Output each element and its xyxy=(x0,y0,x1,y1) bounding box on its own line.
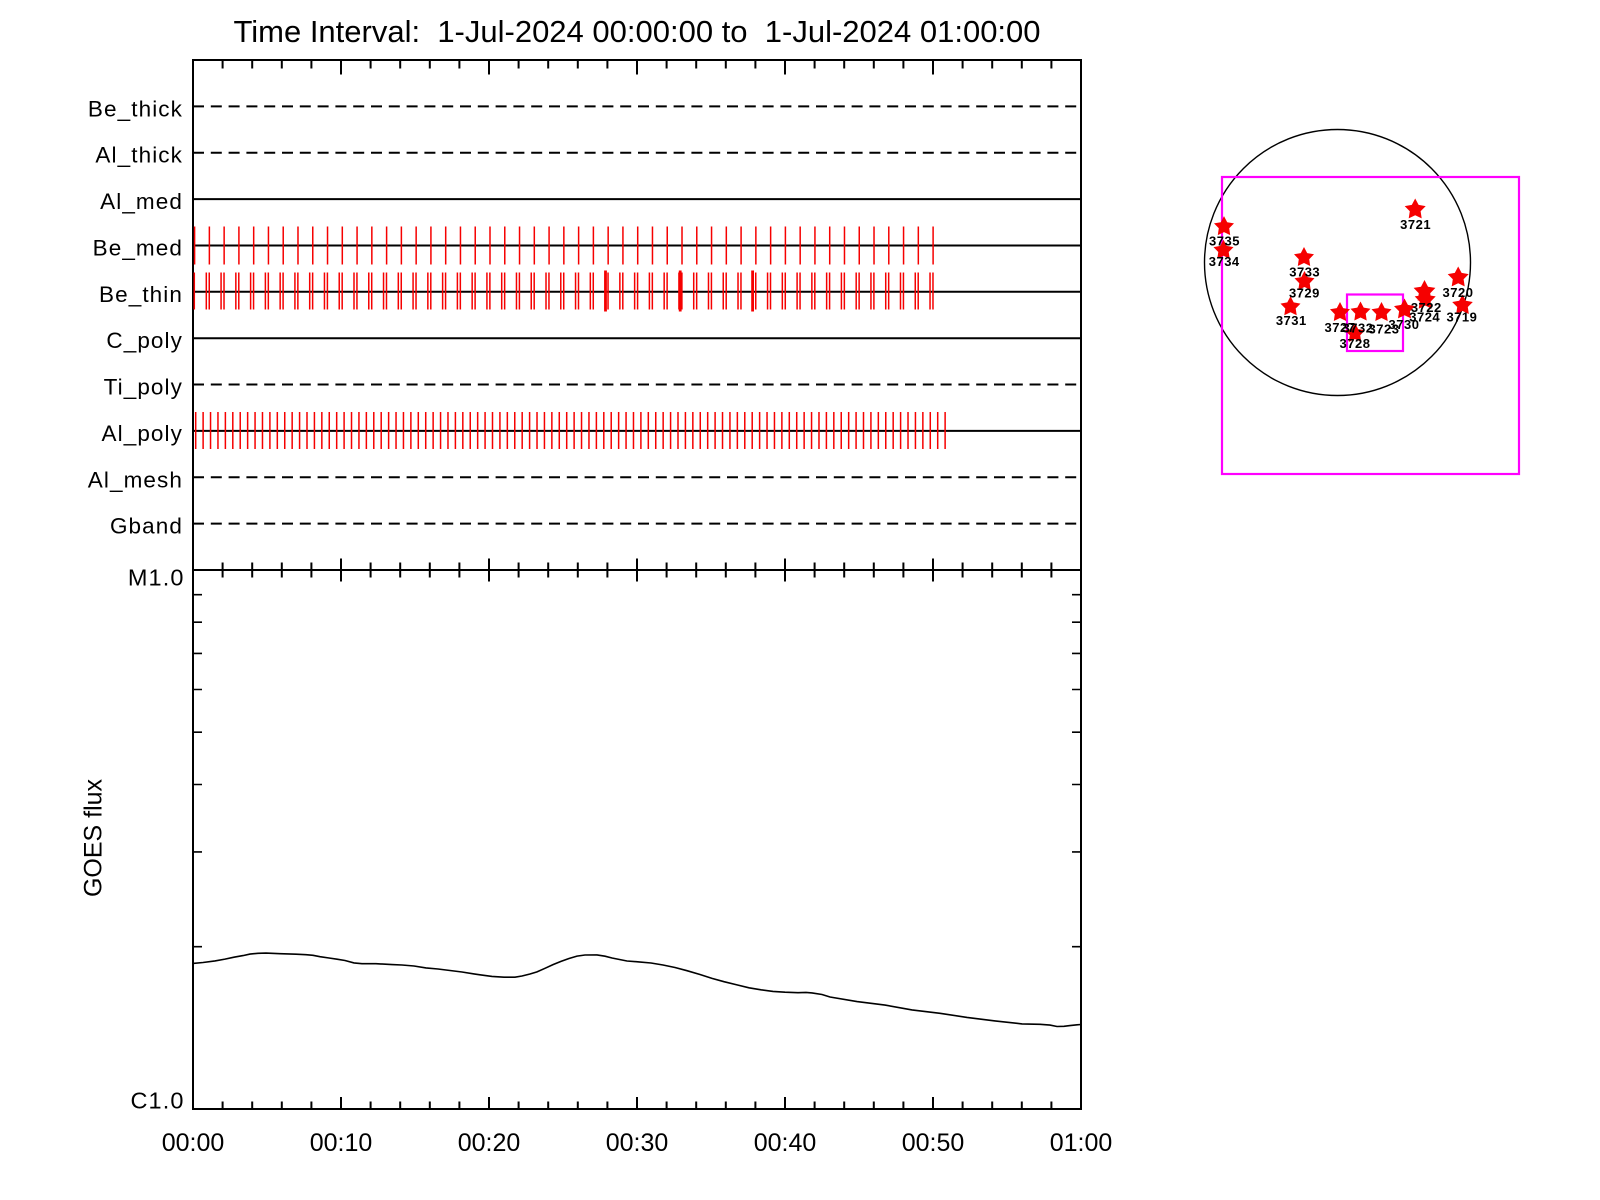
svg-text:3723: 3723 xyxy=(1369,322,1400,337)
svg-text:3722: 3722 xyxy=(1411,300,1442,315)
svg-text:3734: 3734 xyxy=(1209,254,1240,269)
svg-text:Time Interval: 1-Jul-2024 00:: Time Interval: 1-Jul-2024 00:00:00 to 1-… xyxy=(233,14,1040,49)
svg-text:3729: 3729 xyxy=(1289,286,1320,301)
svg-text:Be_thick: Be_thick xyxy=(88,96,183,121)
svg-text:00:20: 00:20 xyxy=(458,1129,521,1157)
svg-text:3720: 3720 xyxy=(1443,285,1474,300)
svg-text:00:30: 00:30 xyxy=(606,1129,669,1157)
svg-text:3727: 3727 xyxy=(1325,320,1356,335)
svg-text:01:00: 01:00 xyxy=(1050,1129,1113,1157)
svg-text:3731: 3731 xyxy=(1276,313,1307,328)
svg-text:C1.0: C1.0 xyxy=(130,1088,184,1114)
svg-text:3724: 3724 xyxy=(1409,309,1440,324)
svg-text:Ti_poly: Ti_poly xyxy=(104,375,183,400)
svg-text:M1.0: M1.0 xyxy=(128,565,185,591)
svg-text:3721: 3721 xyxy=(1400,217,1431,232)
svg-text:00:50: 00:50 xyxy=(902,1129,965,1157)
svg-text:Al_mesh: Al_mesh xyxy=(88,467,183,492)
svg-text:3719: 3719 xyxy=(1446,309,1477,324)
svg-text:00:00: 00:00 xyxy=(162,1129,225,1157)
svg-text:3730: 3730 xyxy=(1389,317,1420,332)
svg-text:3733: 3733 xyxy=(1289,265,1320,280)
svg-text:00:10: 00:10 xyxy=(310,1129,373,1157)
svg-text:GOES flux: GOES flux xyxy=(80,778,108,897)
svg-text:Al_med: Al_med xyxy=(100,189,183,214)
svg-text:Be_thin: Be_thin xyxy=(99,282,183,307)
svg-text:3728: 3728 xyxy=(1340,336,1371,351)
svg-text:C_poly: C_poly xyxy=(106,328,183,353)
svg-text:Gband: Gband xyxy=(110,514,183,539)
svg-text:3735: 3735 xyxy=(1209,234,1240,249)
svg-text:00:40: 00:40 xyxy=(754,1129,817,1157)
svg-text:Al_poly: Al_poly xyxy=(102,421,184,446)
svg-text:3732: 3732 xyxy=(1343,321,1374,336)
svg-text:Al_thick: Al_thick xyxy=(95,143,183,168)
svg-text:Be_med: Be_med xyxy=(93,236,183,261)
